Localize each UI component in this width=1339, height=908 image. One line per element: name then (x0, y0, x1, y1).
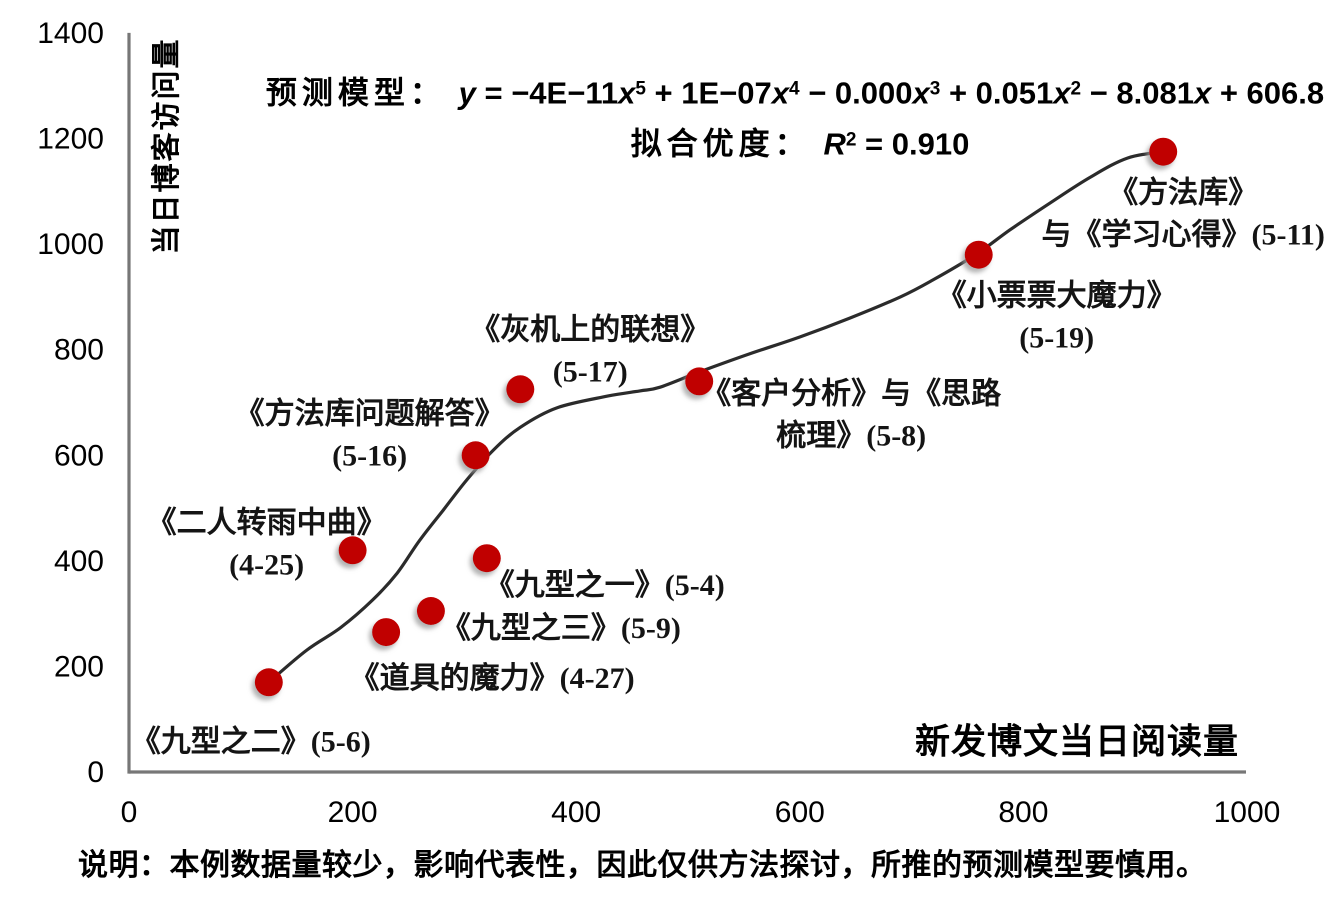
equation-superscript: 2 (1070, 78, 1082, 100)
y-tick-label: 800 (54, 334, 104, 367)
point-label: 《九型之二》(5-6) (131, 724, 371, 758)
y-tick-label: 1000 (37, 228, 104, 261)
equation-segment: − 8.081 (1081, 75, 1194, 111)
data-point (416, 597, 445, 625)
x-tick-label: 1000 (1214, 796, 1281, 829)
equation-segment: = 0.910 (856, 126, 970, 162)
equation-superscript: 2 (845, 129, 857, 151)
equation-superscript: 5 (635, 78, 646, 100)
point-label: (4-25) (229, 548, 304, 581)
data-point (338, 536, 367, 565)
y-tick-label: 200 (54, 650, 104, 683)
model-equation: 预测模型： y = −4E−11x5 + 1E−07x4 − 0.000x3 +… (266, 68, 1324, 113)
equation-segment: x (912, 75, 930, 111)
point-label: 《二人转雨中曲》 (147, 506, 387, 539)
y-axis-title: 当日博客访问量 (151, 37, 183, 255)
equation-segment: + 0.051 (940, 75, 1054, 111)
point-label: (5-17) (553, 355, 628, 388)
equation-segment: + 1E−07 (645, 75, 772, 111)
equation-segment: + 606.8 (1211, 75, 1325, 111)
data-point (472, 544, 501, 573)
x-tick-label: 600 (775, 796, 825, 829)
x-tick-label: 800 (998, 796, 1048, 829)
equation-segment: x (1193, 75, 1212, 111)
equation-segment: − 0.000 (799, 75, 913, 111)
point-label: 《方法库》 (1108, 176, 1258, 210)
point-label: 《客户分析》与《思路 (701, 376, 1002, 410)
x-tick-label: 200 (328, 796, 378, 829)
equation-segment: 拟合优度： (630, 126, 824, 162)
point-label: 《灰机上的联想》 (470, 313, 710, 346)
x-axis-title: 新发博文当日阅读量 (914, 722, 1240, 762)
point-label: 《道具的魔力》(4-27) (350, 662, 635, 695)
y-tick-label: 1200 (37, 123, 104, 156)
x-tick-label: 400 (551, 796, 601, 829)
point-label: 与《学习心得》(5-11) (1042, 218, 1325, 252)
data-point (685, 367, 714, 396)
point-label: 《九型之三》(5-9) (441, 611, 681, 645)
equation-segment: 预测模型： (265, 75, 459, 111)
point-label: 《方法库问题解答》 (235, 396, 505, 430)
data-point (1149, 137, 1178, 166)
point-label: (5-16) (332, 439, 407, 472)
point-label: 《小票票大魔力》 (937, 280, 1177, 313)
point-label: (5-19) (1019, 322, 1094, 355)
equation-segment: x (771, 75, 790, 111)
x-tick-label: 0 (121, 796, 138, 829)
data-point (372, 618, 401, 647)
footnote: 说明：本例数据量较少，影响代表性，因此仅供方法探讨，所推的预测模型要慎用。 (78, 849, 1207, 882)
point-label: 《九型之一》(5-4) (485, 568, 725, 602)
data-point (461, 441, 490, 470)
y-tick-label: 1400 (37, 17, 104, 50)
equation-segment: = −4E−11 (475, 75, 619, 111)
equation-segment: x (618, 75, 636, 111)
y-tick-label: 0 (87, 756, 104, 789)
equation-segment: x (1053, 75, 1071, 111)
trend-curve (267, 150, 1164, 684)
data-point (506, 375, 535, 404)
equation-segment: R (823, 126, 846, 162)
equation-superscript: 4 (789, 78, 800, 100)
data-point (254, 668, 283, 697)
y-tick-label: 600 (54, 439, 104, 472)
data-point (964, 240, 993, 269)
fit-goodness: 拟合优度： R2 = 0.910 (631, 119, 970, 164)
equation-segment: y (458, 75, 476, 111)
equation-superscript: 3 (929, 78, 941, 100)
y-tick-label: 400 (54, 545, 104, 578)
point-label: 梳理》(5-8) (776, 419, 926, 452)
